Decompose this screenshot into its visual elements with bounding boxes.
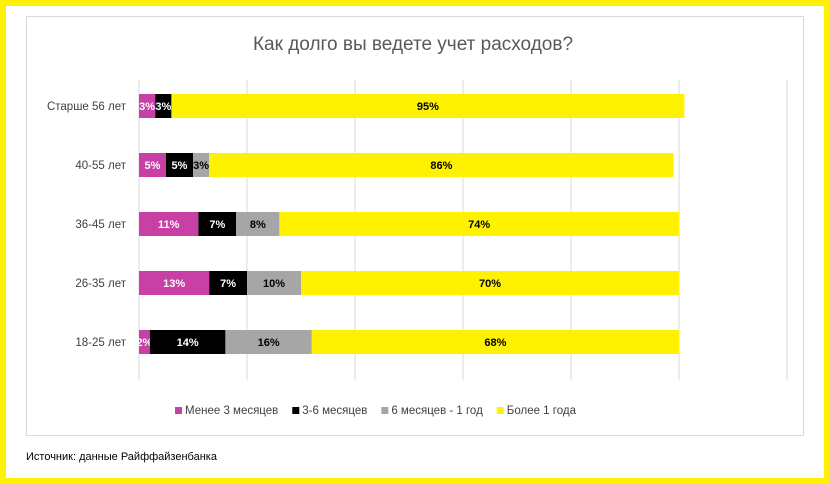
legend-swatch <box>381 407 389 414</box>
data-label: 8% <box>250 219 266 231</box>
data-label: 10% <box>263 278 285 290</box>
category-label: 26-35 лет <box>75 278 126 290</box>
category-label: 40-55 лет <box>75 160 126 172</box>
bar-segment <box>209 271 247 295</box>
legend: Менее 3 месяцев 3-6 месяцев 6 месяцев - 1 … <box>175 405 577 417</box>
data-label: 13% <box>163 278 185 290</box>
bar-segment <box>279 212 679 236</box>
legend-swatch <box>175 407 182 414</box>
data-label: 5% <box>145 160 161 172</box>
bar-segment <box>149 330 226 354</box>
data-label: 7% <box>209 219 225 231</box>
category-labels: Старше 56 лет 40-55 лет 36-45 лет 26-35 лет… <box>47 101 127 349</box>
source-note: Источник: данные Райффайзенбанка <box>26 451 217 463</box>
data-label: 14% <box>177 337 199 349</box>
bar-segment <box>139 330 150 354</box>
bar-segment <box>139 94 156 118</box>
bar-segment <box>209 153 674 177</box>
legend-label: Более 1 года <box>507 405 577 417</box>
bar-segment <box>139 153 166 177</box>
bars-group: 3% 3% 95%5% 5% 3% 86%11% 7% 8% 74%13% 7% 10% 70%2% 1… <box>136 94 685 354</box>
bar-segment <box>198 212 237 236</box>
bar-segment <box>166 153 193 177</box>
bar-segment <box>193 153 210 177</box>
data-label: 86% <box>430 160 452 172</box>
data-label: 95% <box>417 101 439 113</box>
legend-swatch <box>496 407 504 414</box>
bar-segment <box>171 94 685 118</box>
data-label: 3% <box>155 101 171 113</box>
chart-title: Как долго вы ведете учет расходов? <box>253 34 573 55</box>
bar-segment <box>247 271 301 295</box>
bar-segment <box>225 330 312 354</box>
bar-segment <box>236 212 280 236</box>
bar-segment <box>311 330 679 354</box>
data-label: 68% <box>484 337 506 349</box>
legend-label: 6 месяцев - 1 год <box>391 405 483 417</box>
category-label: 18-25 лет <box>75 337 126 349</box>
bar-segment <box>155 94 172 118</box>
data-label: 2% <box>136 337 152 349</box>
legend-label: 3-6 месяцев <box>302 405 367 417</box>
data-label: 70% <box>479 278 501 290</box>
legend-label: Менее 3 месяцев <box>185 405 278 417</box>
data-label: 3% <box>193 160 209 172</box>
bar-segment <box>139 212 199 236</box>
data-label: 16% <box>258 337 280 349</box>
category-label: 36-45 лет <box>75 219 126 231</box>
data-label: 7% <box>220 278 236 290</box>
bar-segment <box>301 271 679 295</box>
bar-segment <box>139 271 210 295</box>
data-label: 74% <box>468 219 490 231</box>
legend-swatch <box>292 407 300 414</box>
data-label: 11% <box>158 219 180 231</box>
data-label: 3% <box>139 101 155 113</box>
category-label: Старше 56 лет <box>47 101 127 113</box>
data-label: 5% <box>172 160 188 172</box>
